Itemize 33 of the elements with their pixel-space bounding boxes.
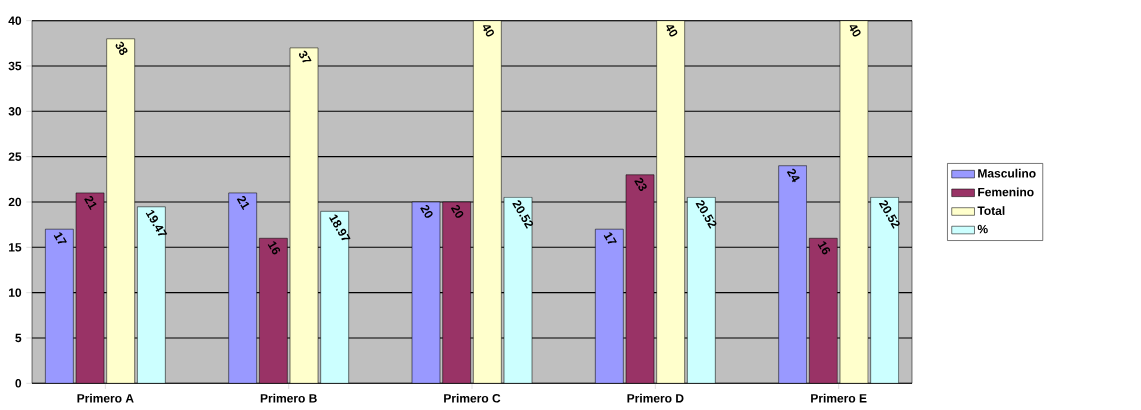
- y-tick-label: 25: [8, 152, 22, 161]
- data-label: 20: [450, 204, 464, 218]
- y-tick-label: 20: [8, 197, 22, 207]
- y-tick-label: 30: [8, 107, 22, 116]
- x-tick-label: Primero D: [627, 393, 684, 403]
- data-label: 17: [603, 232, 617, 244]
- data-label: 20: [420, 204, 433, 218]
- data-label: 16: [817, 241, 831, 255]
- legend-label: Femenino: [978, 187, 1034, 197]
- data-label: 21: [84, 195, 97, 211]
- y-tick-label: 0: [15, 379, 22, 388]
- data-label: 17: [53, 232, 67, 244]
- y-tick-label: 40: [8, 16, 22, 25]
- data-label: 16: [267, 241, 281, 255]
- x-tick-label: Primero E: [811, 393, 867, 403]
- y-tick-label: 35: [8, 61, 22, 71]
- legend-label: Masculino: [978, 168, 1036, 178]
- data-label: 37: [298, 50, 312, 63]
- legend-label: %: [977, 224, 988, 234]
- y-tick-label: 15: [9, 243, 22, 252]
- legend-label: Total: [977, 206, 1005, 215]
- x-tick-label: Primero A: [77, 393, 134, 403]
- data-label: 40: [849, 25, 861, 37]
- data-label: 40: [666, 25, 678, 37]
- x-tick-label: Primero C: [444, 393, 501, 403]
- x-tick-label: Primero B: [260, 393, 317, 403]
- data-label: 40: [482, 25, 494, 37]
- data-label: 21: [236, 195, 250, 211]
- data-label: 38: [115, 41, 128, 56]
- data-label: 23: [634, 177, 647, 192]
- y-tick-label: 10: [9, 288, 22, 297]
- y-tick-label: 5: [15, 333, 22, 343]
- data-label: 24: [786, 168, 800, 183]
